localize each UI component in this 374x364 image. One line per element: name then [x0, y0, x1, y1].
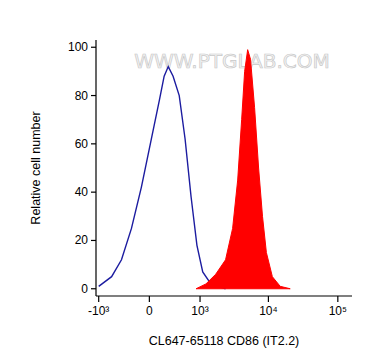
- x-axis: [96, 295, 352, 296]
- x-tick-label: -10³: [88, 304, 109, 318]
- y-tick-label: 20: [75, 233, 89, 247]
- x-tick: [98, 296, 99, 302]
- y-tick: [91, 143, 96, 144]
- y-tick: [91, 192, 96, 193]
- x-tick: [149, 296, 150, 302]
- y-tick: [91, 240, 96, 241]
- y-tick: [91, 288, 96, 289]
- watermark: WWW.PTGLAB.COM: [134, 49, 330, 73]
- x-tick: [268, 296, 269, 302]
- area: [196, 50, 290, 289]
- x-tick: [199, 296, 200, 302]
- y-tick-label: 80: [75, 89, 89, 103]
- line: [99, 67, 226, 289]
- y-axis: [95, 40, 96, 296]
- y-tick: [91, 95, 96, 96]
- x-tick-label: 10⁵: [329, 304, 347, 318]
- x-tick-label: 10³: [191, 304, 208, 318]
- y-tick-label: 100: [68, 40, 88, 54]
- x-tick-label: 0: [146, 304, 153, 318]
- chart: WWW.PTGLAB.COM-10³010³10⁴10⁵020406080100…: [0, 0, 374, 364]
- plot-area: [99, 50, 290, 289]
- y-tick-label: 0: [81, 282, 88, 296]
- x-axis-label: CL647-65118 CD86 (IT2.2): [149, 334, 300, 348]
- x-tick-label: 10⁴: [259, 304, 278, 318]
- y-axis-label: Relative cell number: [29, 111, 43, 224]
- y-tick-label: 40: [75, 185, 89, 199]
- y-tick: [91, 47, 96, 48]
- x-tick: [337, 296, 338, 302]
- y-tick-label: 60: [75, 137, 89, 151]
